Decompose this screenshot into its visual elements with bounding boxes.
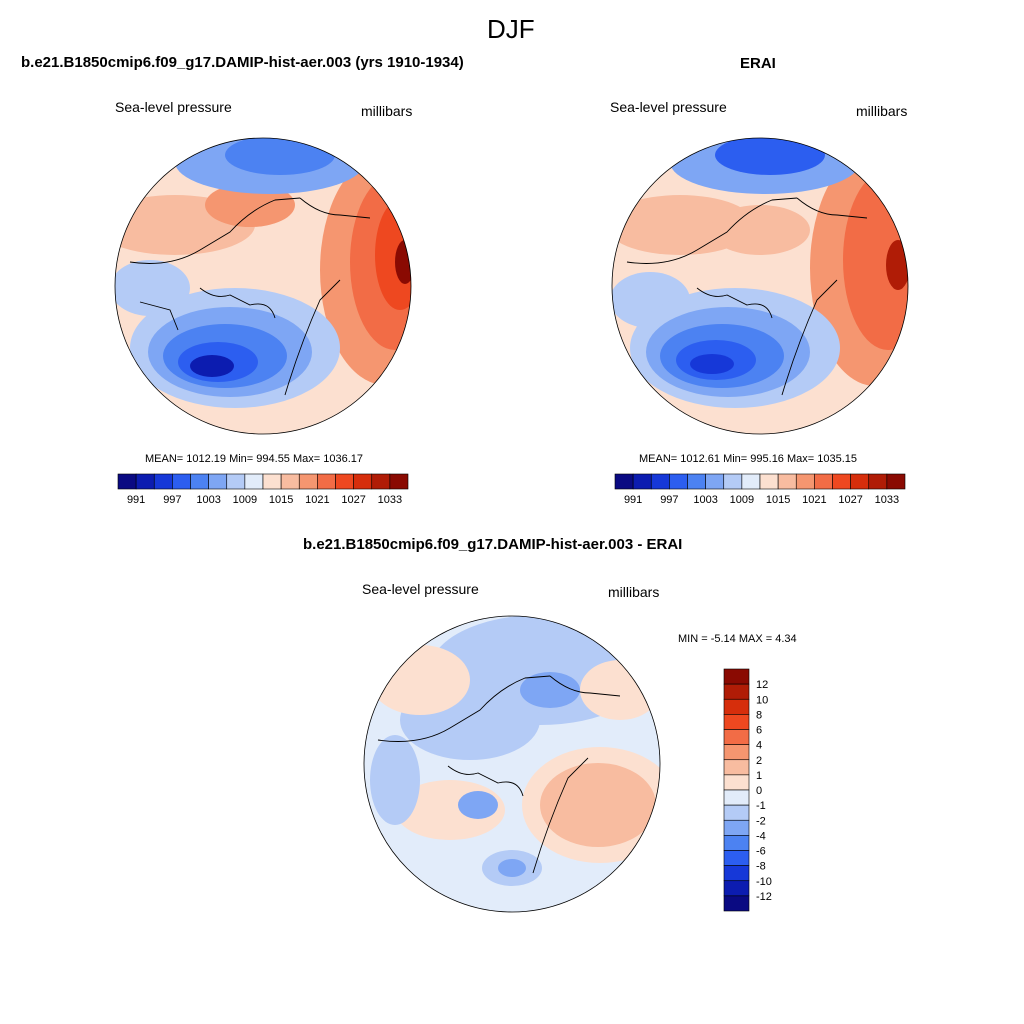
colorbar-box [795, 473, 815, 490]
colorbar-box [117, 473, 137, 490]
colorbar-box [190, 473, 209, 490]
colorbar-box [723, 744, 750, 761]
colorbar-box [335, 473, 354, 490]
colorbar-box [208, 473, 228, 490]
colorbar-box [705, 473, 725, 490]
colorbar-box [614, 473, 634, 490]
model-units-label: millibars [361, 103, 413, 119]
colorbar-box [814, 473, 833, 490]
colorbar-box [687, 473, 706, 490]
model-colorbar: 991 997 1003 1009 1015 1021 1027 1033 [117, 473, 409, 506]
colorbar-box [723, 698, 750, 715]
colorbar-box [226, 473, 246, 490]
colorbar-box [850, 473, 870, 490]
colorbar-tick-label: 997 [163, 494, 181, 506]
colorbar-tick-label: 8 [756, 709, 762, 721]
colorbar-box [389, 473, 409, 490]
colorbar-tick-label: 6 [756, 725, 762, 737]
difference-panel-title: b.e21.B1850cmip6.f09_g17.DAMIP-hist-aer.… [303, 536, 683, 553]
colorbar-box [886, 473, 906, 490]
colorbar-tick-label: 1021 [802, 494, 826, 506]
colorbar-box [280, 473, 300, 490]
colorbar-tick-label: 991 [127, 494, 145, 506]
colorbar-box [723, 850, 750, 866]
erai-variable-label: Sea-level pressure [610, 99, 727, 115]
difference-slp-map [364, 616, 660, 912]
colorbar-tick-label: 1033 [378, 494, 402, 506]
colorbar-tick-label: 1003 [693, 494, 717, 506]
colorbar-tick-label: -2 [756, 815, 766, 827]
diff-units-label: millibars [608, 584, 660, 600]
colorbar-box [244, 473, 264, 490]
colorbar-box [868, 473, 888, 490]
colorbar-tick-label: -1 [756, 800, 766, 812]
colorbar-tick-label: 1027 [341, 494, 365, 506]
figure-title: DJF [487, 14, 535, 44]
colorbar-box [723, 714, 750, 730]
colorbar-box [723, 473, 743, 490]
colorbar-tick-label: 10 [756, 694, 768, 706]
colorbar-tick-label: 1027 [838, 494, 862, 506]
colorbar-box [371, 473, 391, 490]
colorbar-tick-label: 1 [756, 770, 762, 782]
colorbar-box [317, 473, 336, 490]
colorbar-box [723, 865, 750, 882]
colorbar-box [723, 835, 750, 851]
erai-slp-map [612, 138, 908, 434]
colorbar-tick-label: -4 [756, 830, 766, 842]
colorbar-tick-label: -6 [756, 846, 766, 858]
model-stats: MEAN= 1012.19 Min= 994.55 Max= 1036.17 [145, 453, 364, 465]
colorbar-box [723, 895, 750, 912]
colorbar-box [172, 473, 191, 490]
colorbar-tick-label: 1003 [196, 494, 220, 506]
model-panel-title: b.e21.B1850cmip6.f09_g17.DAMIP-hist-aer.… [21, 54, 464, 71]
colorbar-box [741, 473, 761, 490]
erai-stats: MEAN= 1012.61 Min= 995.16 Max= 1035.15 [639, 453, 858, 465]
erai-colorbar: 991 997 1003 1009 1015 1021 1027 1033 [614, 473, 906, 506]
colorbar-box [723, 789, 750, 806]
colorbar-tick-label: 4 [756, 740, 762, 752]
colorbar-tick-label: 1015 [766, 494, 790, 506]
colorbar-box [723, 819, 750, 836]
colorbar-box [759, 473, 779, 490]
colorbar-tick-label: 997 [660, 494, 678, 506]
colorbar-tick-label: 1015 [269, 494, 293, 506]
colorbar-tick-label: -12 [756, 891, 772, 903]
colorbar-tick-label: 1033 [875, 494, 899, 506]
colorbar-box [723, 759, 750, 776]
colorbar-box [153, 473, 173, 490]
colorbar-box [723, 774, 750, 791]
colorbar-box [723, 880, 750, 897]
colorbar-box [262, 473, 282, 490]
colorbar-box [135, 473, 155, 490]
diff-variable-label: Sea-level pressure [362, 581, 479, 597]
colorbar-tick-label: 1009 [233, 494, 257, 506]
colorbar-box [723, 729, 750, 745]
colorbar-tick-label: 1009 [730, 494, 754, 506]
colorbar-tick-label: 991 [624, 494, 642, 506]
colorbar-box [832, 473, 851, 490]
diff-stats: MIN = -5.14 MAX = 4.34 [678, 633, 797, 645]
colorbar-box [723, 804, 750, 821]
colorbar-box [650, 473, 670, 490]
colorbar-tick-label: 1021 [305, 494, 329, 506]
colorbar-box [669, 473, 688, 490]
colorbar-tick-label: -10 [756, 876, 772, 888]
model-variable-label: Sea-level pressure [115, 99, 232, 115]
colorbar-box [777, 473, 797, 490]
colorbar-tick-label: -8 [756, 861, 766, 873]
colorbar-box [298, 473, 318, 490]
colorbar-tick-label: 2 [756, 755, 762, 767]
colorbar-box [723, 683, 750, 700]
colorbar-box [353, 473, 373, 490]
colorbar-box [632, 473, 652, 490]
colorbar-tick-label: 0 [756, 785, 762, 797]
colorbar-box [723, 668, 750, 685]
erai-units-label: millibars [856, 103, 908, 119]
erai-panel-title: ERAI [740, 55, 776, 72]
model-slp-map [115, 138, 411, 434]
colorbar-tick-label: 12 [756, 679, 768, 691]
